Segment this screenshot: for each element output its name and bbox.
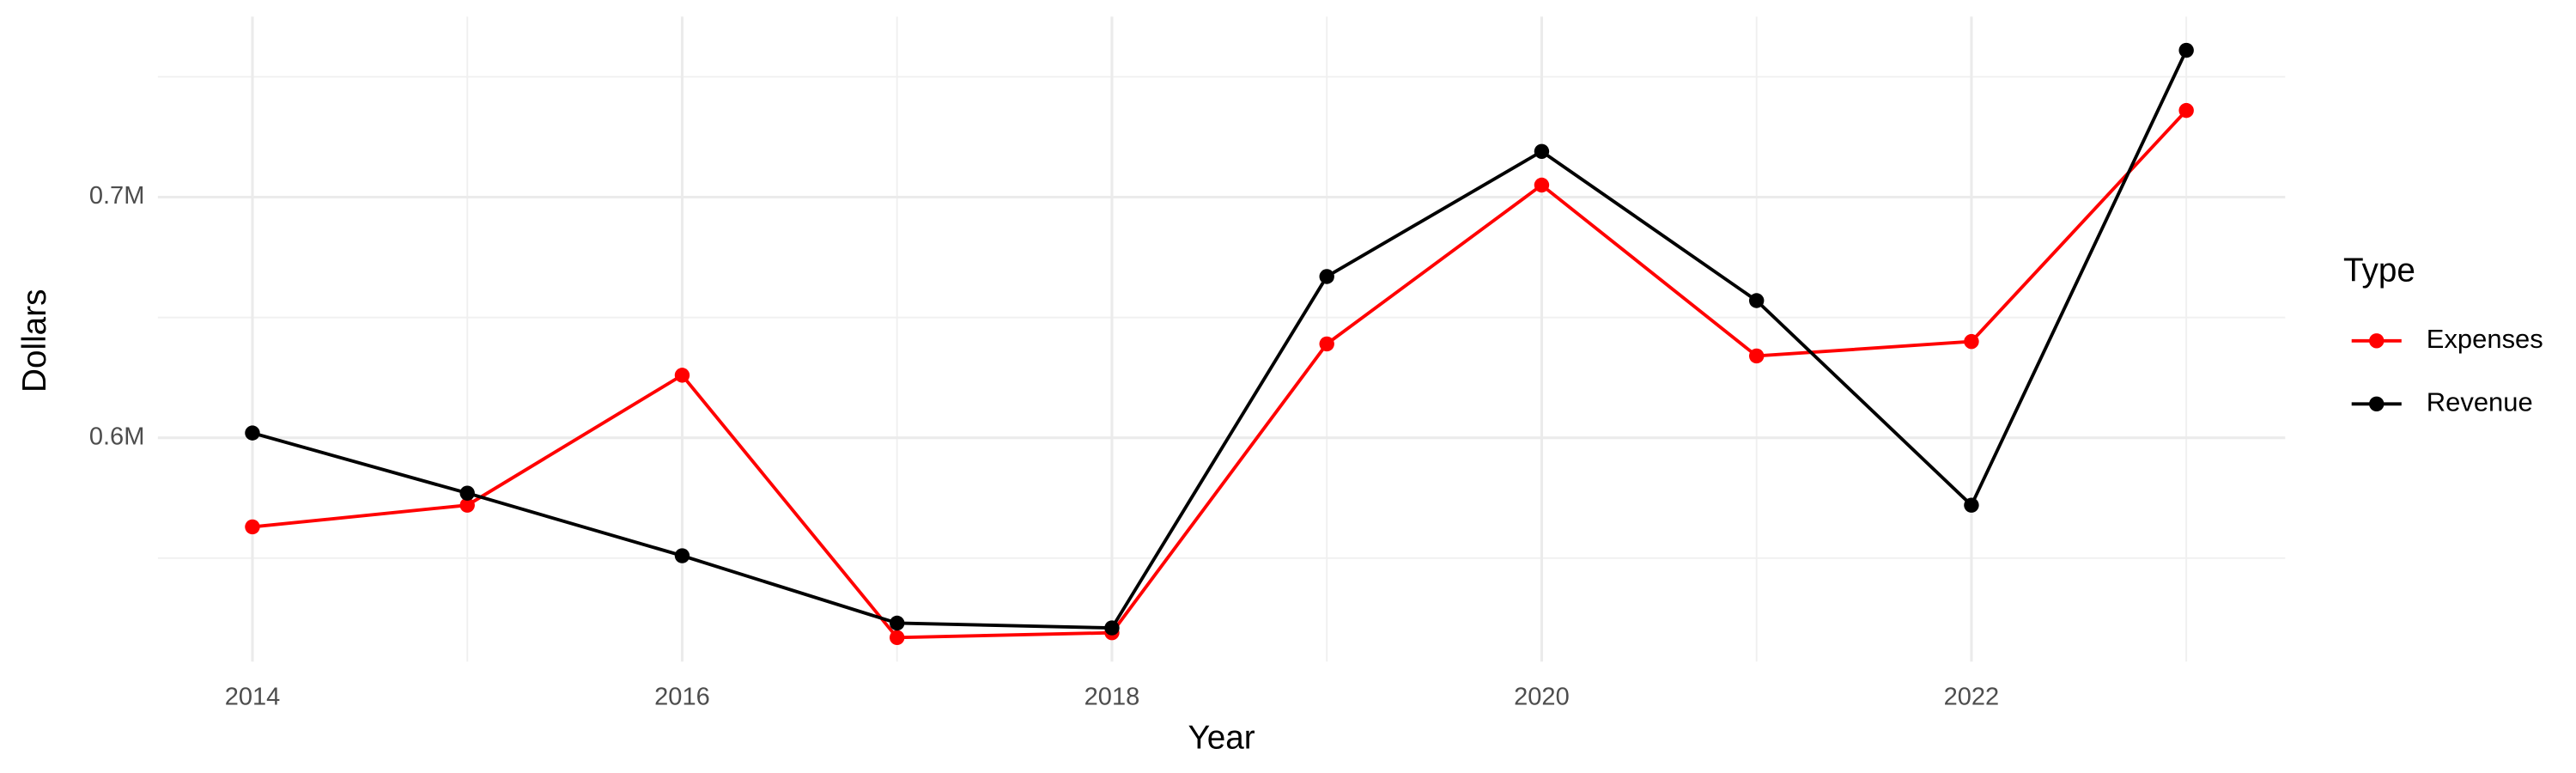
data-point (1319, 336, 1334, 352)
x-tick-label: 2018 (1084, 684, 1140, 711)
data-point (674, 548, 690, 563)
x-tick-label: 2022 (1944, 684, 2000, 711)
series-line (252, 49, 2188, 630)
data-point (459, 497, 475, 513)
data-point (674, 368, 690, 383)
data-point (1104, 620, 1120, 636)
legend-title: Type (2343, 253, 2415, 289)
y-axis-title: Dollars (16, 289, 53, 393)
x-tick-label: 2014 (225, 684, 281, 711)
data-point (1748, 348, 1765, 364)
data-point (2178, 42, 2194, 58)
data-point (459, 485, 475, 501)
data-point (1534, 143, 1550, 159)
marks (245, 42, 2194, 646)
y-tick-label: 0.6M (89, 423, 145, 450)
data-point (1748, 293, 1765, 308)
legend-key-point (2369, 333, 2385, 349)
legend-label: Expenses (2427, 324, 2543, 354)
x-tick-label: 2020 (1514, 684, 1570, 711)
data-point (1964, 333, 1979, 350)
x-axis-title: Year (1188, 720, 1255, 757)
data-point (2178, 102, 2194, 119)
series-line (252, 109, 2188, 640)
x-tick-label: 2016 (654, 684, 710, 711)
grid (157, 16, 2286, 662)
data-point (1534, 177, 1550, 193)
y-tick-label: 0.7M (89, 182, 145, 210)
legend-label: Revenue (2427, 386, 2533, 417)
data-point (245, 425, 260, 441)
data-point (1964, 497, 1979, 513)
data-point (890, 630, 905, 646)
data-point (1319, 269, 1334, 284)
data-point (245, 519, 260, 535)
data-point (890, 615, 905, 631)
legend-key-point (2369, 396, 2385, 412)
